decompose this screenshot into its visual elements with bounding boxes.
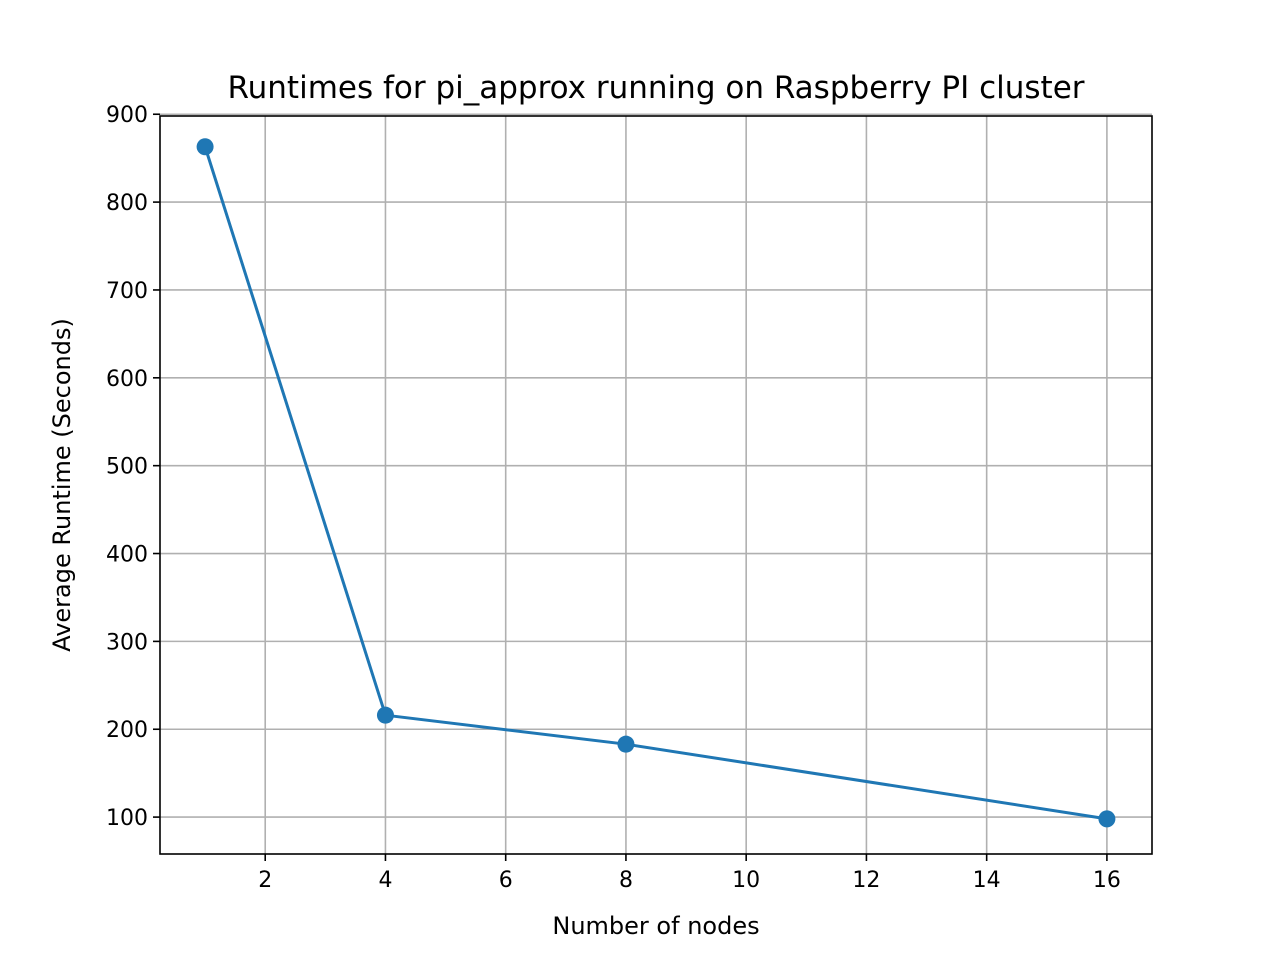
y-tick-label: 300 xyxy=(106,630,148,655)
y-tick-label: 600 xyxy=(106,367,148,392)
y-tick-label: 900 xyxy=(106,103,148,128)
series-line xyxy=(203,146,1108,821)
series-layer xyxy=(196,138,1116,828)
y-axis: 100 200 300 400 500 600 700 800 900 xyxy=(106,103,160,831)
data-point xyxy=(1098,810,1116,828)
x-tick-label: 8 xyxy=(619,868,633,893)
x-tick-label: 6 xyxy=(499,868,513,893)
y-axis-label: Average Runtime (Seconds) xyxy=(48,318,76,652)
data-point xyxy=(376,706,394,724)
chart-title: Runtimes for pi_approx running on Raspbe… xyxy=(227,70,1084,106)
x-tick-label: 2 xyxy=(258,868,272,893)
plot-frame xyxy=(159,115,1153,855)
x-tick-label: 14 xyxy=(973,868,1001,893)
data-point xyxy=(196,138,214,156)
x-axis: 2 4 6 8 10 12 14 16 xyxy=(258,854,1121,893)
y-tick-label: 700 xyxy=(106,279,148,304)
y-tick-label: 500 xyxy=(106,455,148,480)
y-tick-label: 100 xyxy=(106,806,148,831)
data-point xyxy=(617,735,635,753)
x-axis-label: Number of nodes xyxy=(552,912,759,940)
x-tick-label: 4 xyxy=(378,868,392,893)
x-tick-label: 16 xyxy=(1093,868,1121,893)
x-tick-label: 10 xyxy=(732,868,760,893)
y-tick-label: 200 xyxy=(106,718,148,743)
grid-lines xyxy=(160,113,1152,854)
y-tick-label: 400 xyxy=(106,543,148,568)
y-tick-label: 800 xyxy=(106,191,148,216)
x-tick-label: 12 xyxy=(852,868,880,893)
